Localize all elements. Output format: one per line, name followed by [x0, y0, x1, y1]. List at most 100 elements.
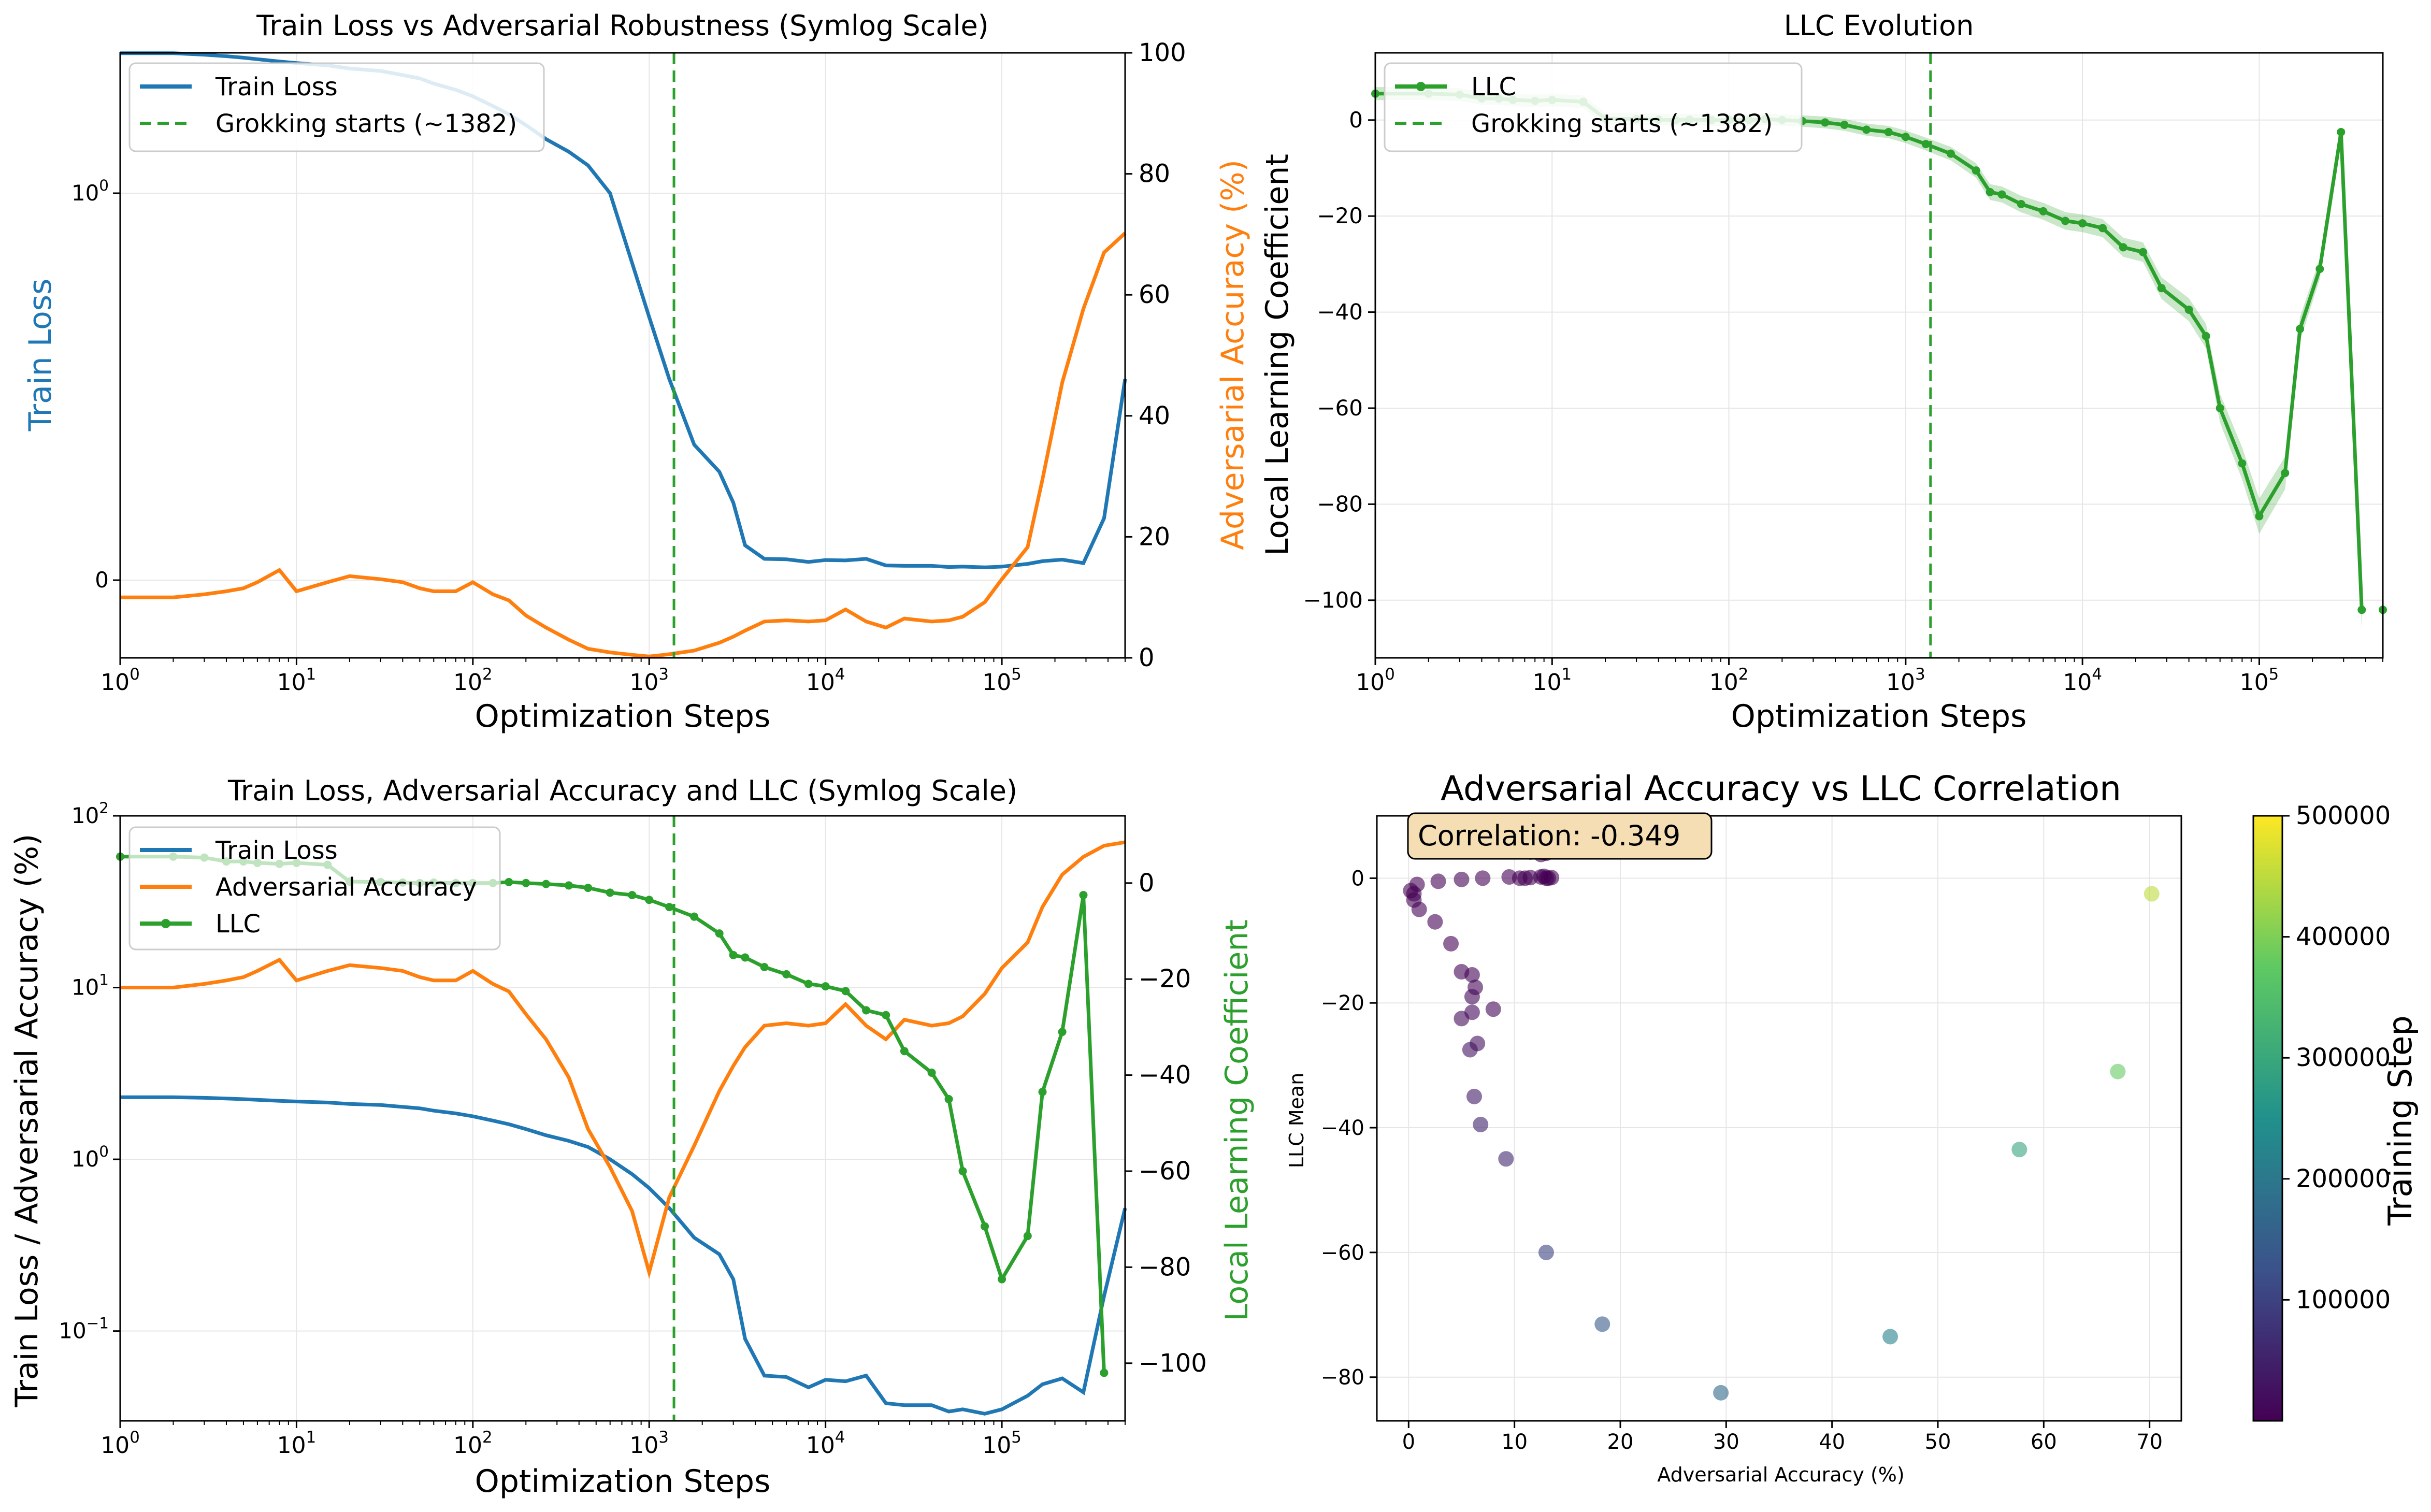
p2-ytick-label: −100 — [1303, 587, 1363, 613]
panel3-xlabel: Optimization Steps — [475, 1463, 771, 1500]
p3-llc-point — [565, 881, 573, 890]
p2-llc-point — [1986, 188, 1994, 196]
p2-llc-point — [2157, 284, 2166, 293]
p4-ytick-label: −20 — [1321, 991, 1364, 1015]
panel2-legend-box — [1384, 62, 1803, 152]
p2-ytick-label: −60 — [1317, 395, 1363, 421]
p4-scatter-point — [1538, 1244, 1554, 1260]
p3-ytick-right-label: −100 — [1139, 1349, 1207, 1378]
p2-llc-point — [2184, 305, 2193, 314]
p4-scatter-point — [1427, 914, 1443, 930]
panel4-xlabel: Adversarial Accuracy (%) — [1657, 1463, 1904, 1486]
p2-llc-point — [2061, 217, 2070, 225]
p1-xtick-label: 101 — [277, 665, 317, 696]
p4-ytick-label: −60 — [1321, 1241, 1364, 1265]
colorbar-tick-label: 500000 — [2296, 801, 2391, 830]
panel1-title: Train Loss vs Adversarial Robustness (Sy… — [256, 9, 989, 42]
p3-llc-point — [665, 903, 674, 912]
panel1-ticks: 100 101 102 103 104 105 100 0 0 20 40 60 80 100 — [71, 38, 1186, 696]
p3-ytick-left-label: 10−1 — [59, 1315, 109, 1344]
p3-xtick-label: 101 — [277, 1428, 317, 1459]
p3-llc-point — [584, 884, 593, 892]
p4-scatter-point — [2110, 1063, 2126, 1079]
panel3-legend: Train Loss Adversarial Accuracy LLC — [128, 826, 501, 951]
p3-llc-point — [760, 963, 769, 971]
p1-xtick-label: 103 — [629, 665, 669, 696]
p3-llc-point — [782, 970, 791, 978]
p3-llc-point — [882, 1011, 890, 1019]
p2-llc-point — [2202, 332, 2210, 340]
panel1-xlabel: Optimization Steps — [475, 698, 771, 735]
legend3-train-loss-label: Train Loss — [215, 836, 338, 865]
p3-adv-acc-line — [120, 840, 1126, 1279]
p3-llc-point — [1023, 1232, 1032, 1241]
p1-ytick-left-label: 0 — [95, 567, 109, 593]
p2-llc-point — [2139, 248, 2148, 256]
p2-llc-point — [2357, 606, 2366, 614]
colorbar-label: Training Step — [2381, 1015, 2419, 1226]
p2-llc-point — [2119, 243, 2127, 252]
panel-llc-evolution: LLC Evolution Optimization Steps Local L… — [1259, 9, 2387, 735]
p1-ytick-right-label: 20 — [1139, 522, 1170, 551]
p2-llc-point — [2216, 404, 2224, 412]
p4-xtick-label: 60 — [2031, 1430, 2057, 1454]
panel1-grid — [120, 53, 1125, 658]
p4-scatter-point — [1462, 1042, 1478, 1058]
p2-llc-point — [1821, 118, 1830, 127]
p1-ytick-right-label: 40 — [1139, 401, 1170, 430]
panel4-frame — [1376, 815, 2182, 1422]
p2-llc-point — [2078, 219, 2087, 228]
panel1-frame — [119, 52, 1126, 659]
p3-llc-point — [741, 953, 750, 962]
p2-llc-point — [1921, 140, 1930, 149]
panel2-legend: LLC Grokking starts (~1382) — [1384, 62, 1803, 152]
p4-xtick-label: 0 — [1402, 1430, 1415, 1454]
panel3-ticks: 100 101 102 103 104 105 10−1 100 101 102 0 −20 −40 −6… — [59, 799, 1207, 1459]
p3-xtick-label: 102 — [453, 1428, 493, 1459]
p1-ytick-right-label: 80 — [1139, 160, 1170, 189]
legend-grokking-label: Grokking starts (~1382) — [215, 109, 517, 138]
p2-llc-point — [2315, 265, 2324, 273]
legend3-llc-label: LLC — [215, 910, 261, 939]
p3-llc-point — [522, 879, 530, 887]
p3-xtick-label: 105 — [982, 1428, 1022, 1459]
p4-scatter-point — [1443, 935, 1459, 952]
colorbar-tick-label: 400000 — [2296, 923, 2391, 952]
p4-xtick-label: 10 — [1501, 1430, 1528, 1454]
p3-llc-point — [715, 929, 724, 938]
p3-llc-point — [505, 877, 513, 886]
p4-scatter-point — [1713, 1385, 1729, 1401]
p3-ytick-right-label: −20 — [1139, 964, 1191, 993]
p4-xtick-label: 70 — [2136, 1430, 2163, 1454]
p3-llc-point — [628, 890, 637, 899]
panel-combined: Train Loss, Adversarial Accuracy and LLC… — [9, 774, 1255, 1500]
p1-ytick-left-label: 100 — [71, 177, 109, 206]
p2-llc-point — [2039, 207, 2048, 215]
legend-train-loss-label: Train Loss — [215, 73, 338, 102]
panel1-ylabel-left: Train Loss — [22, 279, 59, 432]
p3-train-loss-line — [120, 1095, 1127, 1416]
p4-scatter-point — [1454, 871, 1470, 887]
p3-ytick-right-label: −80 — [1139, 1252, 1191, 1281]
p4-scatter-point — [1882, 1329, 1898, 1345]
p3-llc-point — [645, 896, 654, 904]
p3-xtick-label: 104 — [806, 1428, 845, 1459]
p2-llc-point — [2238, 459, 2247, 468]
legend-grokking-label-2: Grokking starts (~1382) — [1471, 109, 1773, 138]
p4-scatter-point — [1541, 870, 1557, 886]
p4-scatter-point — [2011, 1142, 2027, 1158]
p3-llc-point — [821, 982, 830, 991]
p3-llc-point — [690, 912, 699, 921]
p3-llc-point — [1100, 1369, 1109, 1377]
p2-llc-point — [2017, 200, 2025, 208]
p2-llc-point — [1840, 121, 1849, 129]
panel-loss-vs-adv: Train Loss vs Adversarial Robustness (Sy… — [22, 9, 1251, 735]
colorbar-ticks: 100000 200000 300000 400000 500000 — [2282, 801, 2391, 1314]
p2-ytick-label: −40 — [1317, 299, 1363, 325]
p2-ytick-label: 0 — [1349, 107, 1363, 133]
p2-llc-point — [1862, 125, 1871, 134]
p2-llc-point — [1901, 133, 1910, 141]
panel4-grid — [1377, 816, 2181, 1421]
p4-xtick-label: 30 — [1713, 1430, 1739, 1454]
p4-scatter-point — [1594, 1316, 1610, 1332]
